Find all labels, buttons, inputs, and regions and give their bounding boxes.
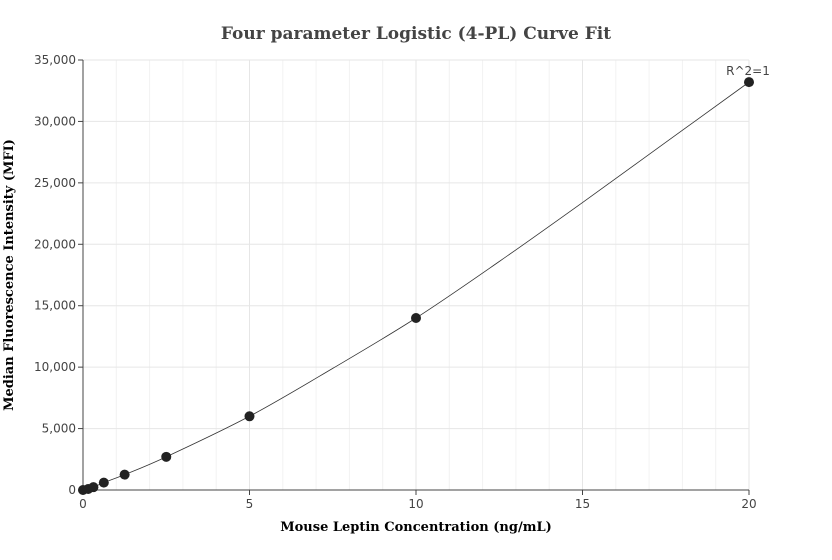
x-tick-label: 15: [575, 497, 590, 511]
y-tick-label: 15,000: [34, 299, 76, 313]
y-tick-label: 0: [68, 483, 76, 497]
data-point: [161, 451, 172, 462]
x-axis-title: Mouse Leptin Concentration (ng/mL): [280, 520, 552, 535]
y-tick-label: 10,000: [34, 360, 76, 374]
data-point: [244, 411, 255, 422]
axes: [78, 59, 750, 495]
data-point: [98, 477, 109, 488]
y-tick-label: 20,000: [34, 237, 76, 251]
grid: [83, 59, 750, 490]
y-tick-label: 30,000: [34, 114, 76, 128]
data-point: [744, 77, 754, 88]
y-tick-label: 35,000: [34, 53, 76, 67]
tick-labels: 0 5 10 15 20 0 5,000 10,000 15,000 20,000 25,000 30…: [34, 53, 757, 511]
data-point: [411, 313, 421, 323]
data-point: [88, 482, 99, 493]
chart-title: Four parameter Logistic (4-PL) Curve Fit: [221, 24, 611, 44]
y-axis-title: Median Fluorescence Intensity (MFI): [2, 139, 17, 411]
x-tick-label: 10: [408, 497, 423, 511]
r-squared-annotation: R^2=1: [726, 64, 770, 78]
x-tick-label: 5: [246, 497, 254, 511]
x-tick-label: 20: [741, 497, 756, 511]
y-tick-label: 25,000: [34, 176, 76, 190]
data-point: [119, 469, 130, 480]
data-points: [78, 77, 754, 495]
x-tick-label: 0: [79, 497, 87, 511]
y-tick-label: 5,000: [42, 422, 76, 436]
